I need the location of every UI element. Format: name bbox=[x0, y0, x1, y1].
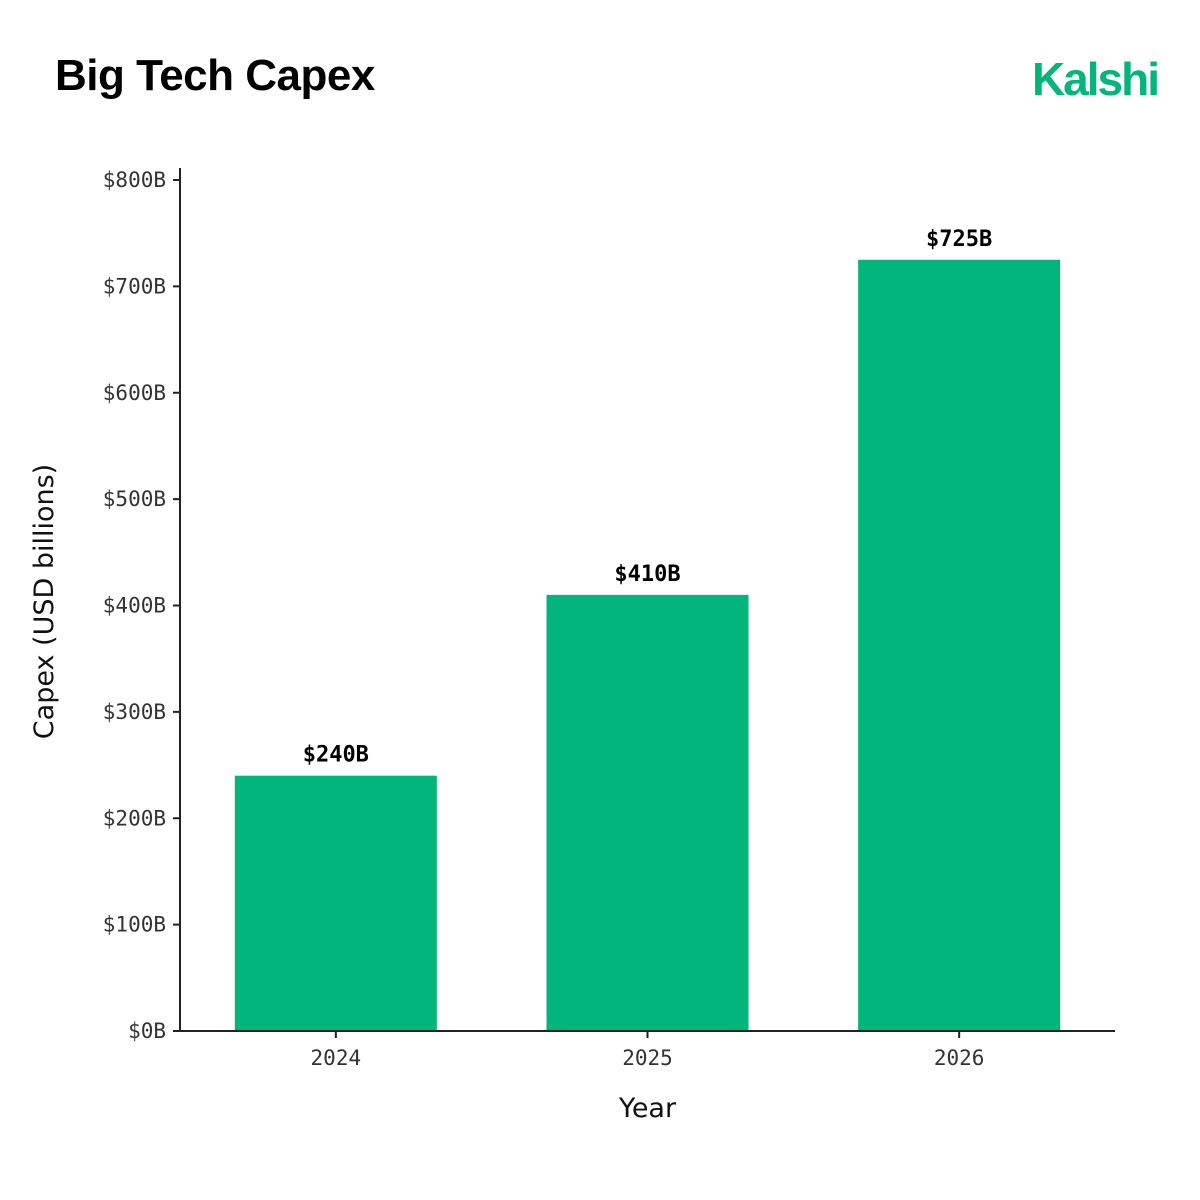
data-label-2025: $410B bbox=[614, 562, 680, 587]
y-tick-label: $300B bbox=[103, 700, 166, 724]
chart-title: Big Tech Capex bbox=[55, 51, 375, 100]
x-tick-label: 2026 bbox=[934, 1046, 985, 1070]
y-axis-ticks: $0B $100B $200B $300B $400B $500B $600B $700B $8… bbox=[103, 168, 180, 1043]
y-tick-label: $500B bbox=[103, 487, 166, 511]
bar-2026 bbox=[858, 259, 1061, 1031]
x-axis-ticks: 2024 2025 2026 bbox=[311, 1031, 985, 1070]
y-axis-title: Capex (USD billions) bbox=[29, 464, 60, 739]
y-tick-label: $400B bbox=[103, 594, 166, 618]
y-tick-label: $800B bbox=[103, 168, 166, 192]
y-tick-label: $200B bbox=[103, 806, 166, 830]
x-tick-label: 2025 bbox=[622, 1046, 673, 1070]
bar-2025 bbox=[546, 594, 749, 1031]
x-tick-label: 2024 bbox=[311, 1046, 362, 1070]
data-label-2024: $240B bbox=[303, 743, 369, 768]
y-tick-label: $600B bbox=[103, 381, 166, 405]
y-tick-label: $700B bbox=[103, 274, 166, 298]
bars bbox=[234, 259, 1061, 1031]
kalshi-logo: Kalshi bbox=[1031, 53, 1160, 105]
y-tick-label: $0B bbox=[128, 1019, 166, 1043]
x-axis-title: Year bbox=[618, 1093, 677, 1124]
y-tick-label: $100B bbox=[103, 913, 166, 937]
bar-data-labels: $240B $410B $725B bbox=[303, 227, 993, 768]
data-label-2026: $725B bbox=[926, 227, 992, 252]
bar-2024 bbox=[234, 775, 437, 1031]
